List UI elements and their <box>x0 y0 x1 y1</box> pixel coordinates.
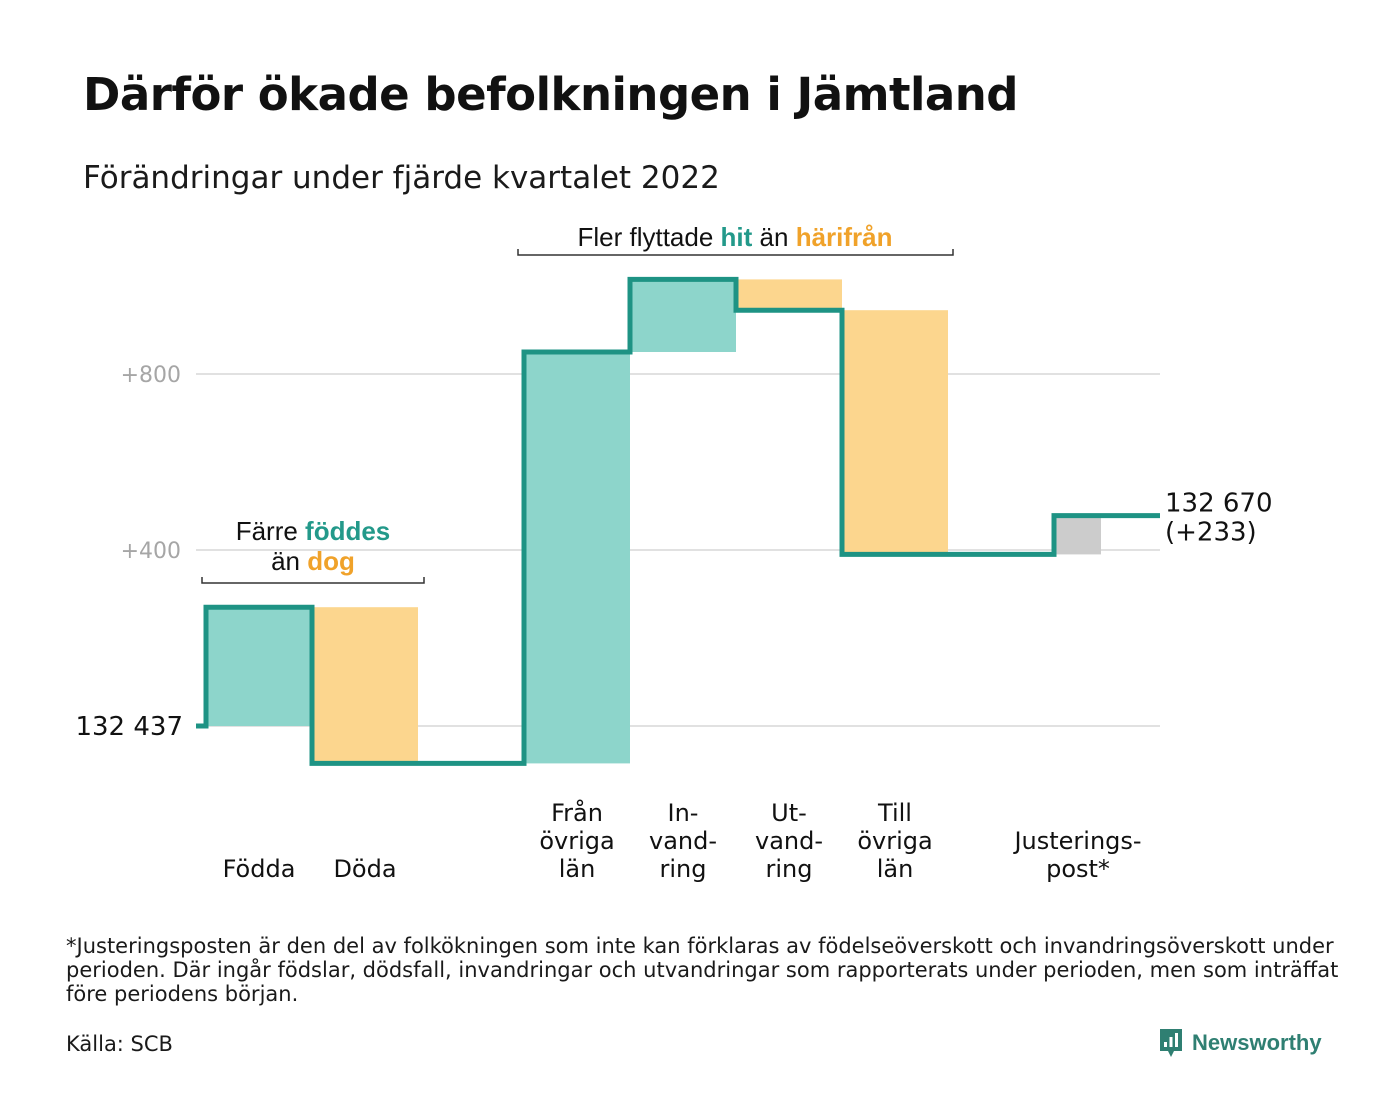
annotation-text-part: än <box>752 222 795 252</box>
category-label: övriga <box>857 827 932 855</box>
annotation-text-part: föddes <box>305 516 390 546</box>
cumulative-step-line <box>196 276 1160 766</box>
chart-subtitle: Förändringar under fjärde kvartalet 2022 <box>83 160 720 196</box>
annotation-text: Färre föddes <box>236 516 391 546</box>
annotation-text-part: härifrån <box>796 222 893 252</box>
category-label: län <box>559 855 596 883</box>
annotation-text: Fler flyttade hit än härifrån <box>577 222 892 252</box>
annotation-text-part: än <box>271 546 307 576</box>
waterfall-bar <box>630 279 736 352</box>
annotation-text: än dog <box>271 546 355 576</box>
waterfall-bar <box>206 607 312 726</box>
waterfall-bar <box>524 352 630 764</box>
category-label: vand- <box>755 827 823 855</box>
waterfall-bar <box>312 607 418 764</box>
newsworthy-logo-icon <box>1160 1029 1182 1057</box>
category-label: vand- <box>649 827 717 855</box>
category-label: Ut- <box>771 799 807 827</box>
y-tick-label: +400 <box>121 539 181 564</box>
annotation-text-part: Fler flyttade <box>577 222 720 252</box>
category-label: ring <box>660 855 707 883</box>
chart-title: Därför ökade befolkningen i Jämtland <box>83 68 1019 121</box>
source-label: Källa: SCB <box>66 1032 173 1056</box>
annotation-text-part: dog <box>307 546 355 576</box>
waterfall-chart: +400 +800 132 437 132 670(+233) Födda Döda Frå… <box>75 222 1273 883</box>
category-label: övriga <box>539 827 614 855</box>
annotation-text-part: hit <box>721 222 753 252</box>
annotation-bracket <box>517 249 954 256</box>
category-label: Justerings- <box>1012 827 1141 855</box>
category-label: Döda <box>333 855 396 883</box>
category-label: Födda <box>223 855 296 883</box>
logo-text: Newsworthy <box>1192 1030 1322 1055</box>
category-label: post* <box>1046 855 1110 883</box>
y-tick-label: +800 <box>121 363 181 388</box>
waterfall-bar <box>1054 515 1101 555</box>
category-label: län <box>877 855 914 883</box>
waterfall-bar <box>736 279 842 311</box>
footnote: *Justeringsposten är den del av folkökni… <box>66 934 1339 1006</box>
category-label: Till <box>877 799 912 827</box>
start-value-label: 132 437 <box>75 712 183 742</box>
category-label: ring <box>766 855 813 883</box>
waterfall-bar <box>842 310 948 555</box>
category-label: In- <box>668 799 699 827</box>
category-label: Från <box>551 798 603 827</box>
annotation-text-part: Färre <box>236 516 305 546</box>
newsworthy-logo: Newsworthy <box>1158 1027 1322 1059</box>
annotation-bracket <box>201 577 425 584</box>
end-change-label: (+233) <box>1165 518 1257 548</box>
end-value-label: 132 670 <box>1165 489 1273 519</box>
